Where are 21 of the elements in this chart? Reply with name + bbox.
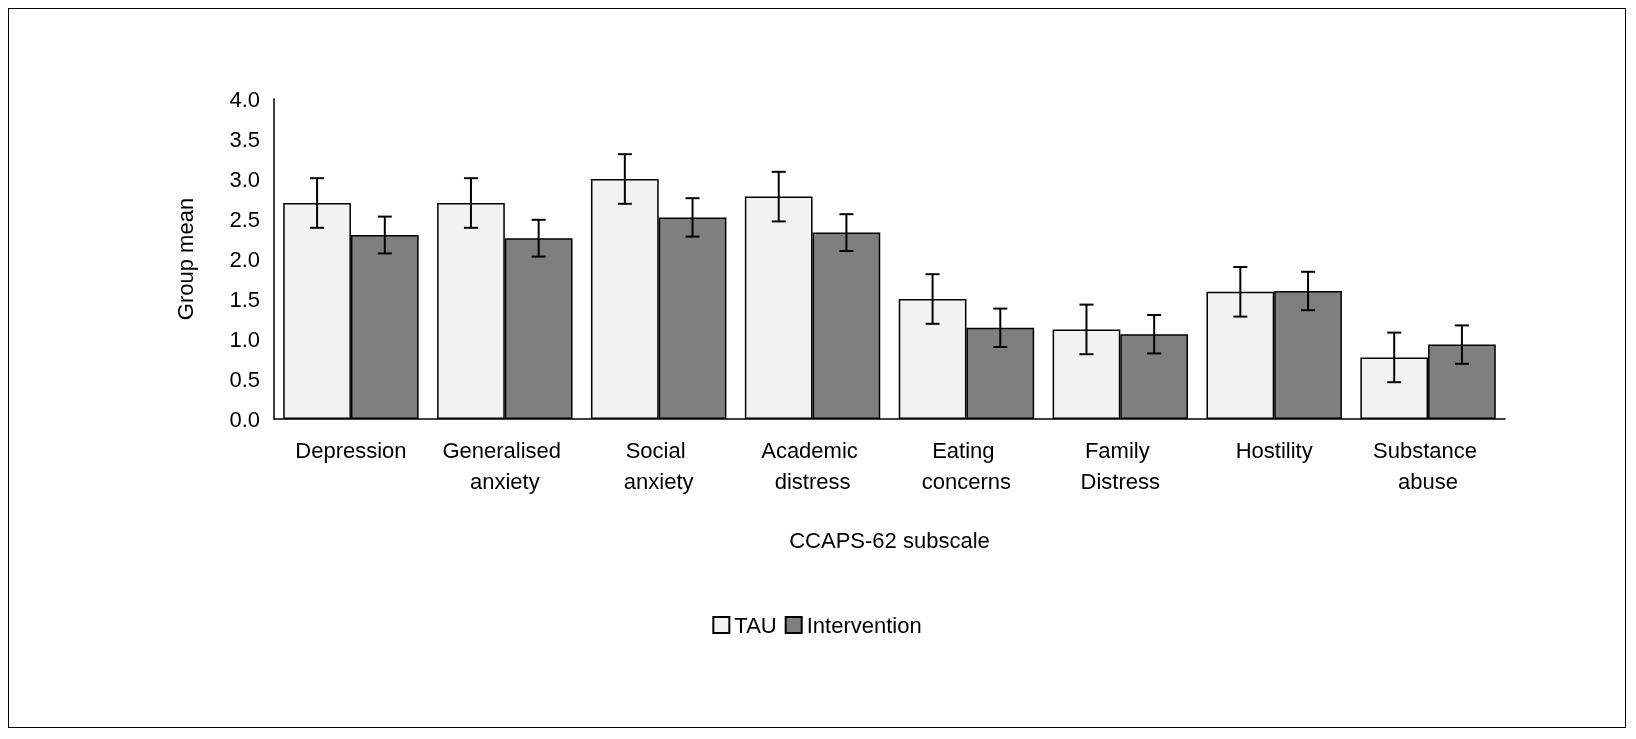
x-tick-label: Depression bbox=[295, 438, 407, 463]
x-tick-label: Generalised anxiety bbox=[442, 438, 568, 494]
x-tick-label: Eating concerns bbox=[921, 438, 1012, 494]
x-axis-title: CCAPS-62 subscale bbox=[789, 527, 990, 553]
x-tick-label: Hostility bbox=[1235, 438, 1313, 463]
x-tick-label: Substance abuse bbox=[1373, 438, 1484, 494]
y-tick-label: 1.5 bbox=[229, 286, 260, 312]
y-tick-label: 0.5 bbox=[229, 366, 260, 392]
x-tick-label: Family Distress bbox=[1080, 438, 1161, 494]
y-tick-label: 2.5 bbox=[229, 206, 260, 232]
y-tick-label: 0.0 bbox=[229, 406, 260, 432]
legend-label: Intervention bbox=[806, 612, 922, 638]
x-tick-label: Social anxiety bbox=[623, 438, 694, 494]
x-tick-label: Academic distress bbox=[761, 438, 864, 494]
y-tick-label: 2.0 bbox=[229, 246, 260, 272]
y-tick-label: 3.0 bbox=[229, 166, 260, 192]
y-tick-label: 1.0 bbox=[229, 326, 260, 352]
legend-label: TAU bbox=[734, 612, 777, 638]
y-tick-label: 4.0 bbox=[229, 86, 260, 112]
y-axis-title: Group mean bbox=[172, 197, 198, 321]
y-tick-label: 3.5 bbox=[229, 126, 260, 152]
